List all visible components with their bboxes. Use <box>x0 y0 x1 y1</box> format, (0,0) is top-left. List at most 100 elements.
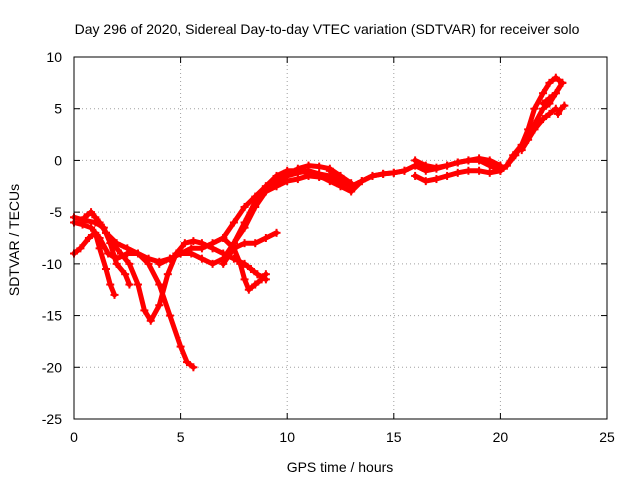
data-point <box>558 78 567 87</box>
data-point <box>421 161 430 170</box>
x-tick-label: 15 <box>386 429 402 445</box>
series-track-16 <box>274 163 354 186</box>
data-point <box>95 218 104 227</box>
data-point <box>357 177 366 186</box>
x-tick-label: 0 <box>70 429 78 445</box>
x-tick-label: 25 <box>599 429 615 445</box>
data-point <box>84 234 93 242</box>
data-point <box>475 154 484 163</box>
y-tick-label: -5 <box>50 204 63 220</box>
x-axis-label: GPS time / hours <box>287 459 394 475</box>
data-point <box>551 89 560 98</box>
data-point <box>80 213 89 222</box>
plot-frame <box>73 56 608 420</box>
data-point <box>87 208 96 217</box>
y-tick-label: -10 <box>42 256 62 272</box>
data-point <box>133 249 142 258</box>
y-tick-label: 0 <box>54 152 62 168</box>
y-tick-label: -15 <box>42 308 62 324</box>
data-point <box>272 177 281 186</box>
series-track-14 <box>540 80 565 106</box>
y-tick-label: -25 <box>42 411 62 427</box>
data-point <box>443 171 452 180</box>
data-point <box>315 172 324 181</box>
data-point <box>240 239 249 248</box>
data-point <box>261 270 270 279</box>
data-point <box>155 259 164 268</box>
data-point <box>197 239 206 248</box>
data-point <box>123 244 132 253</box>
series-track-9 <box>231 173 333 246</box>
data-point <box>539 115 548 124</box>
data-point <box>106 280 115 289</box>
data-point <box>560 101 569 110</box>
data-point <box>155 280 164 289</box>
data-point <box>453 158 462 167</box>
data-point <box>336 171 345 180</box>
data-point <box>244 285 253 294</box>
data-point <box>517 146 526 155</box>
data-point <box>229 239 238 248</box>
data-point <box>189 363 198 372</box>
data-point <box>432 175 441 184</box>
data-point <box>272 228 281 237</box>
data-point <box>251 239 260 248</box>
data-point <box>121 270 130 279</box>
data-point <box>87 223 96 232</box>
data-point <box>389 168 398 177</box>
data-point <box>246 265 255 274</box>
data-point <box>208 244 217 253</box>
data-point <box>251 202 260 211</box>
data-point <box>530 125 539 134</box>
data-point <box>485 156 494 165</box>
data-point <box>182 358 191 367</box>
data-point <box>496 161 505 170</box>
data-point <box>257 275 266 284</box>
y-tick-label: 5 <box>54 101 62 117</box>
data-point <box>251 280 260 289</box>
data-point <box>197 254 206 263</box>
data-point <box>112 239 121 248</box>
data-point <box>116 249 125 258</box>
data-point <box>140 306 149 315</box>
data-point <box>539 99 548 108</box>
data-point <box>219 259 228 268</box>
data-point <box>125 259 134 268</box>
data-point <box>325 164 334 173</box>
data-point <box>163 270 172 279</box>
data-point <box>453 168 462 177</box>
data-point <box>76 244 85 253</box>
data-point <box>524 135 533 144</box>
data-point <box>379 169 388 178</box>
data-point <box>91 213 100 222</box>
y-axis-label: SDTVAR / TECUs <box>6 184 22 296</box>
y-tick-label: -20 <box>42 359 62 375</box>
data-point <box>189 237 198 246</box>
chart-title: Day 296 of 2020, Sidereal Day-to-day VTE… <box>75 21 580 37</box>
data-point <box>511 151 520 160</box>
x-tick-label: 20 <box>493 429 509 445</box>
data-point <box>176 342 185 351</box>
x-tick-label: 10 <box>279 429 295 445</box>
data-point <box>347 179 356 188</box>
data-point <box>530 104 539 113</box>
data-point <box>464 156 473 165</box>
data-point <box>539 89 548 98</box>
data-point <box>146 316 155 325</box>
data-point <box>432 163 441 172</box>
data-point <box>165 254 174 263</box>
data-point <box>180 239 189 248</box>
data-point <box>336 182 345 191</box>
y-tick-label: 10 <box>46 49 62 65</box>
data-point <box>304 161 313 170</box>
gridlines <box>74 57 607 419</box>
data-point <box>400 166 409 175</box>
data-point <box>293 164 302 173</box>
data-point <box>411 156 420 165</box>
data-point <box>545 109 554 118</box>
data-point <box>304 171 313 180</box>
data-point <box>104 249 113 258</box>
data-point <box>219 234 228 242</box>
data-point <box>165 311 174 320</box>
